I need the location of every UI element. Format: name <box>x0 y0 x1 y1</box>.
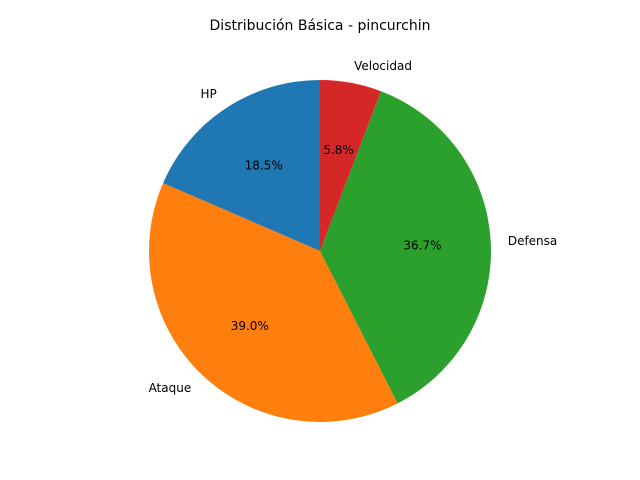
slice-label: HP <box>200 87 216 101</box>
slice-percentage-label: 36.7% <box>403 239 441 253</box>
slice-percentage-label: 39.0% <box>231 319 269 333</box>
pie-slice-velocidad <box>320 80 381 251</box>
pie-slice-defensa <box>320 91 491 404</box>
slice-label: Defensa <box>508 234 557 248</box>
pie-slices <box>148 79 491 422</box>
slice-label: Ataque <box>149 381 192 395</box>
slice-label: Velocidad <box>354 59 412 73</box>
pie-slice-ataque <box>148 183 398 422</box>
chart-title: Distribución Básica - pincurchin <box>210 18 431 34</box>
pie-labels: HP 18.5% Ataque 39.0% Defensa 36.7% Velocidad 5… <box>149 59 558 395</box>
pie-slice-hp <box>163 79 320 251</box>
slice-percentage-label: 5.8% <box>323 143 354 157</box>
slice-percentage-label: 18.5% <box>245 158 283 172</box>
